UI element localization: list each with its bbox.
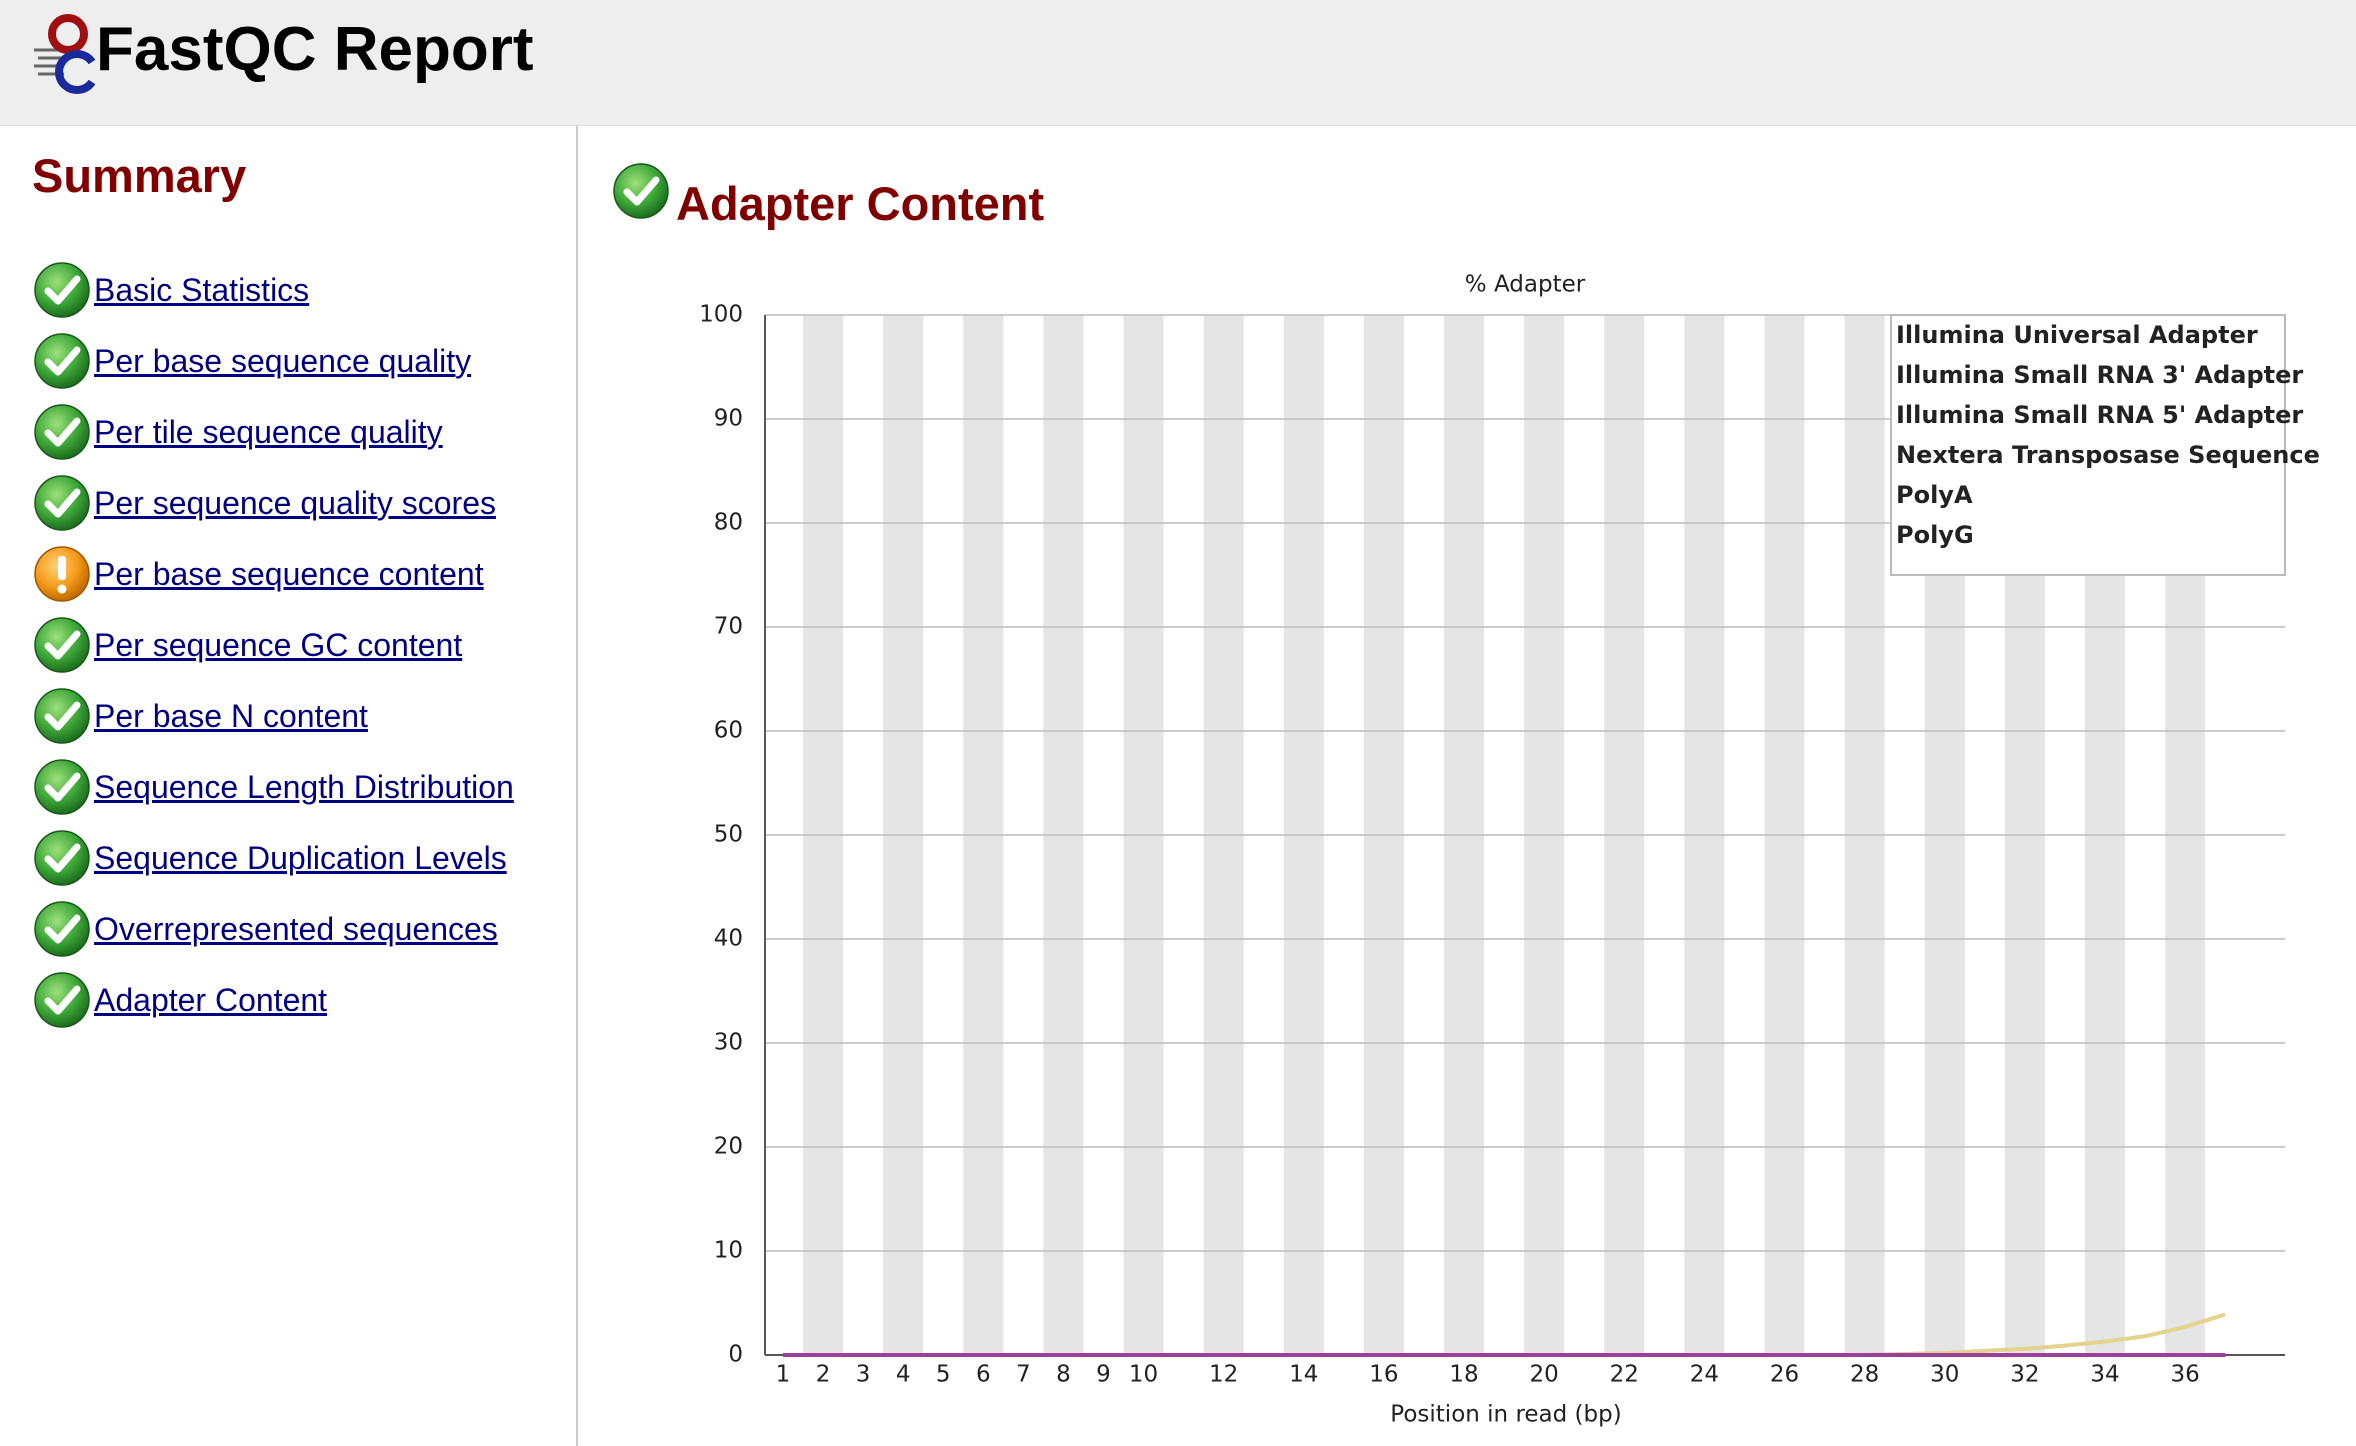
status-icon: [34, 688, 90, 744]
x-tick-label: 18: [1449, 1362, 1478, 1388]
logo: [34, 14, 96, 94]
x-tick-label: 34: [2090, 1362, 2119, 1388]
summary-panel: Summary Basic Statistics Per base sequenc…: [0, 126, 578, 1446]
x-tick-label: 4: [896, 1362, 911, 1388]
y-tick-label: 30: [714, 1030, 743, 1056]
status-icon: [613, 163, 669, 219]
summary-item: Sequence Duplication Levels: [33, 828, 507, 888]
y-tick-label: 90: [714, 406, 743, 432]
summary-item: Basic Statistics: [33, 260, 309, 320]
status-icon: [34, 759, 90, 815]
y-tick-label: 70: [714, 614, 743, 640]
status-icon: [34, 901, 90, 957]
summary-item: Adapter Content: [33, 970, 327, 1030]
y-tick-label: 40: [714, 926, 743, 952]
x-tick-label: 1: [776, 1362, 791, 1388]
summary-item: Per sequence GC content: [33, 615, 462, 675]
summary-link[interactable]: Per tile sequence quality: [94, 413, 443, 450]
summary-item: Per base sequence content: [33, 544, 484, 604]
status-icon: [34, 972, 90, 1028]
status-icon: [34, 830, 90, 886]
x-tick-label: 9: [1096, 1362, 1111, 1388]
x-tick-label: 28: [1850, 1362, 1879, 1388]
status-icon: [34, 617, 90, 673]
chart-title: % Adapter: [1465, 272, 1586, 298]
chart: % Adapter Position in read (bp) 0 10 20 30 4…: [699, 272, 2320, 1428]
y-tick-label: 0: [728, 1342, 743, 1368]
x-tick-label: 14: [1289, 1362, 1318, 1388]
summary-title: Summary: [32, 149, 247, 202]
x-tick-label: 24: [1690, 1362, 1719, 1388]
summary-link[interactable]: Per base sequence content: [94, 555, 484, 592]
summary-link[interactable]: Adapter Content: [94, 981, 328, 1018]
x-tick-label: 12: [1209, 1362, 1238, 1388]
summary-link[interactable]: Overrepresented sequences: [94, 910, 498, 947]
y-tick-label: 100: [699, 302, 743, 328]
summary-item: Per base sequence quality: [33, 331, 471, 391]
x-tick-label: 3: [856, 1362, 871, 1388]
x-tick-label: 8: [1056, 1362, 1071, 1388]
summary-item: Per sequence quality scores: [33, 473, 496, 533]
summary-item: Sequence Length Distribution: [33, 757, 514, 817]
header: FastQC Report: [0, 0, 2356, 126]
x-tick-label: 32: [2010, 1362, 2039, 1388]
x-tick-label: 36: [2170, 1362, 2199, 1388]
module-status: [612, 162, 670, 225]
legend-entry: PolyA: [1896, 481, 1973, 509]
y-tick-label: 80: [714, 510, 743, 536]
summary-link[interactable]: Sequence Length Distribution: [94, 768, 514, 805]
summary-link[interactable]: Per base N content: [94, 697, 368, 734]
summary-link[interactable]: Per base sequence quality: [94, 342, 472, 379]
legend-entry: Illumina Universal Adapter: [1896, 321, 2258, 349]
y-tick-label: 60: [714, 718, 743, 744]
status-icon: [34, 546, 90, 602]
x-tick-label: 22: [1610, 1362, 1639, 1388]
legend-entry: PolyG: [1896, 521, 1974, 549]
status-icon: [34, 333, 90, 389]
x-tick-label: 10: [1129, 1362, 1158, 1388]
summary-link[interactable]: Basic Statistics: [94, 271, 310, 308]
x-tick-label: 16: [1369, 1362, 1398, 1388]
module-title: Adapter Content: [676, 177, 1045, 230]
x-tick-label: 26: [1770, 1362, 1799, 1388]
summary-item: Per base N content: [33, 686, 368, 746]
summary-item: Overrepresented sequences: [33, 899, 498, 959]
x-tick-label: 20: [1529, 1362, 1558, 1388]
summary-link[interactable]: Per sequence GC content: [94, 626, 463, 663]
x-tick-label: 30: [1930, 1362, 1959, 1388]
status-icon: [34, 404, 90, 460]
y-tick-label: 50: [714, 822, 743, 848]
y-tick-label: 10: [714, 1238, 743, 1264]
status-icon: [34, 475, 90, 531]
y-tick-label: 20: [714, 1134, 743, 1160]
legend-entry: Illumina Small RNA 5' Adapter: [1896, 401, 2303, 429]
x-tick-label: 6: [976, 1362, 991, 1388]
status-icon: [34, 262, 90, 318]
x-tick-label: 2: [816, 1362, 831, 1388]
x-axis-label: Position in read (bp): [1390, 1402, 1621, 1428]
summary-item: Per tile sequence quality: [33, 402, 443, 462]
legend: [1890, 314, 2286, 576]
x-tick-label: 5: [936, 1362, 951, 1388]
legend-entry: Nextera Transposase Sequence: [1896, 441, 2320, 469]
summary-link[interactable]: Per sequence quality scores: [94, 484, 496, 521]
legend-entry: Illumina Small RNA 3' Adapter: [1896, 361, 2303, 389]
report-title: FastQC Report: [96, 15, 534, 84]
summary-link[interactable]: Sequence Duplication Levels: [94, 839, 507, 876]
x-tick-label: 7: [1016, 1362, 1031, 1388]
